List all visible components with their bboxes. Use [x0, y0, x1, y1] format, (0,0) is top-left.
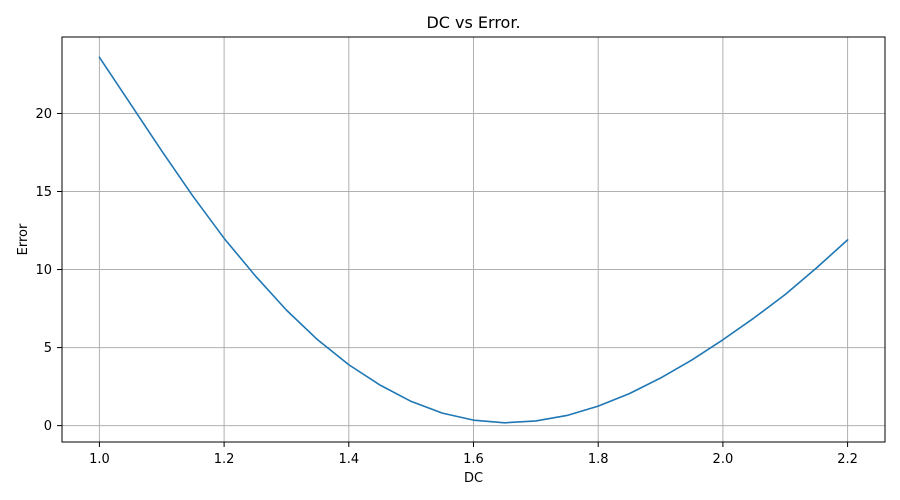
tick-layer: 1.0 1.2 1.4 1.6 1.8 2.0 2.2 0 5 10 15 20: [35, 107, 857, 467]
chart-title: DC vs Error.: [426, 13, 520, 32]
y-axis-label: Error: [16, 223, 31, 255]
y-tick-label: 0: [44, 419, 52, 434]
x-tick-label: 1.4: [338, 452, 359, 467]
series-line-0: [98, 56, 849, 424]
y-tick-label: 5: [44, 341, 52, 356]
x-axis-label: DC: [464, 471, 483, 486]
x-tick-label: 2.0: [713, 452, 734, 467]
x-tick-label: 1.6: [463, 452, 484, 467]
x-tick-label: 1.8: [588, 452, 609, 467]
grid-layer: [62, 37, 885, 442]
series-layer: [98, 56, 849, 424]
y-tick-label: 20: [35, 107, 52, 122]
y-tick-label: 15: [35, 185, 52, 200]
x-tick-label: 1.0: [89, 452, 110, 467]
y-tick-label: 10: [35, 263, 52, 278]
x-tick-label: 1.2: [214, 452, 235, 467]
x-tick-label: 2.2: [837, 452, 858, 467]
